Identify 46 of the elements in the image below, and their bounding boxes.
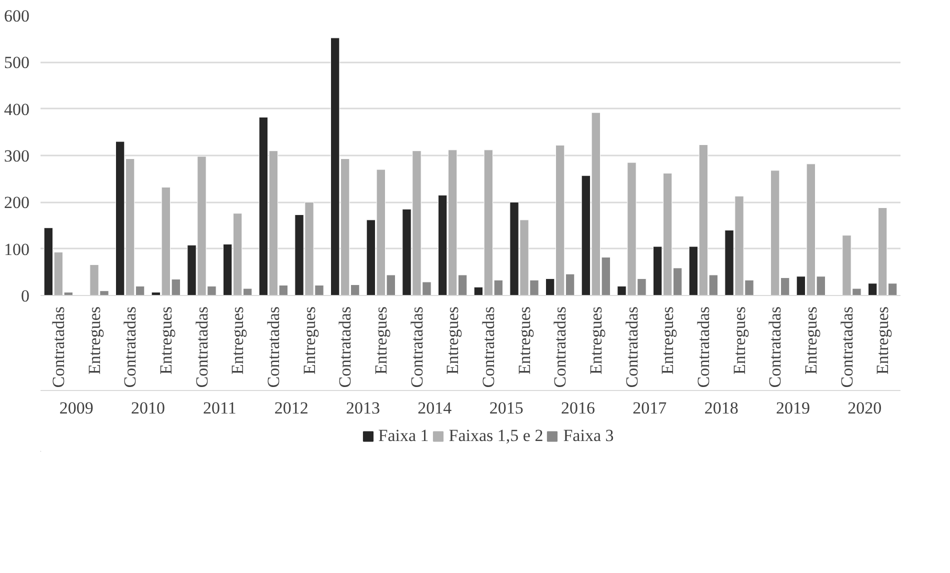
text: 2011	[202, 398, 236, 418]
text: 2019	[776, 398, 810, 418]
x-tick-label: Entregues	[801, 306, 820, 374]
x-tick-label: Contratadas	[694, 306, 713, 388]
text: 2018	[704, 398, 738, 418]
text: 2017	[632, 398, 668, 418]
text: 2020	[848, 398, 882, 418]
x-tick-label: Entregues	[228, 306, 248, 374]
x-tick-label: Contratadas	[264, 306, 283, 388]
x-tick-label: Entregues	[371, 306, 390, 374]
y-tick-label: 300	[4, 146, 30, 166]
y-tick-label: 0	[21, 286, 30, 306]
text: 2012	[274, 398, 308, 418]
x-tick-label: Entregues	[156, 306, 176, 374]
x-tick-label: Contratadas	[622, 306, 642, 388]
x-tick-label: Contratadas	[766, 306, 785, 388]
x-tick-label: Contratadas	[48, 306, 68, 388]
text: 2016	[561, 398, 595, 418]
x-tick-label: Entregues	[443, 306, 462, 374]
x-tick-label: Entregues	[300, 306, 319, 374]
y-tick-label: 500	[4, 53, 30, 72]
y-tick-label: 400	[4, 100, 30, 119]
text: 2014	[418, 398, 452, 418]
y-tick-label: 100	[4, 240, 30, 259]
text: 2013	[346, 398, 380, 418]
x-tick-label: Contratadas	[837, 306, 856, 388]
x-tick-label: Contratadas	[407, 306, 426, 388]
x-tick-label: Entregues	[730, 306, 749, 374]
text: 2009	[59, 398, 94, 418]
y-tick-label: 600	[4, 6, 30, 26]
text: 2010	[131, 398, 165, 418]
x-tick-label: Contratadas	[120, 306, 140, 388]
legend-label: Faixa 1	[378, 426, 429, 446]
text: 2015	[489, 398, 524, 418]
x-tick-label: Contratadas	[336, 306, 355, 388]
x-tick-label: Contratadas	[550, 306, 570, 388]
x-tick-label: Entregues	[658, 306, 678, 374]
legend-label: Faixas 1,5 e 2	[448, 426, 544, 446]
x-tick-label: Entregues	[586, 306, 606, 374]
x-tick-label: Entregues	[514, 306, 534, 374]
x-tick-label: Contratadas	[478, 306, 498, 388]
x-tick-label: Entregues	[84, 306, 104, 374]
x-tick-label: Contratadas	[192, 306, 212, 388]
x-tick-label: Entregues	[873, 306, 892, 374]
y-tick-label: 200	[4, 193, 30, 212]
legend-label: Faixa 3	[563, 426, 614, 446]
